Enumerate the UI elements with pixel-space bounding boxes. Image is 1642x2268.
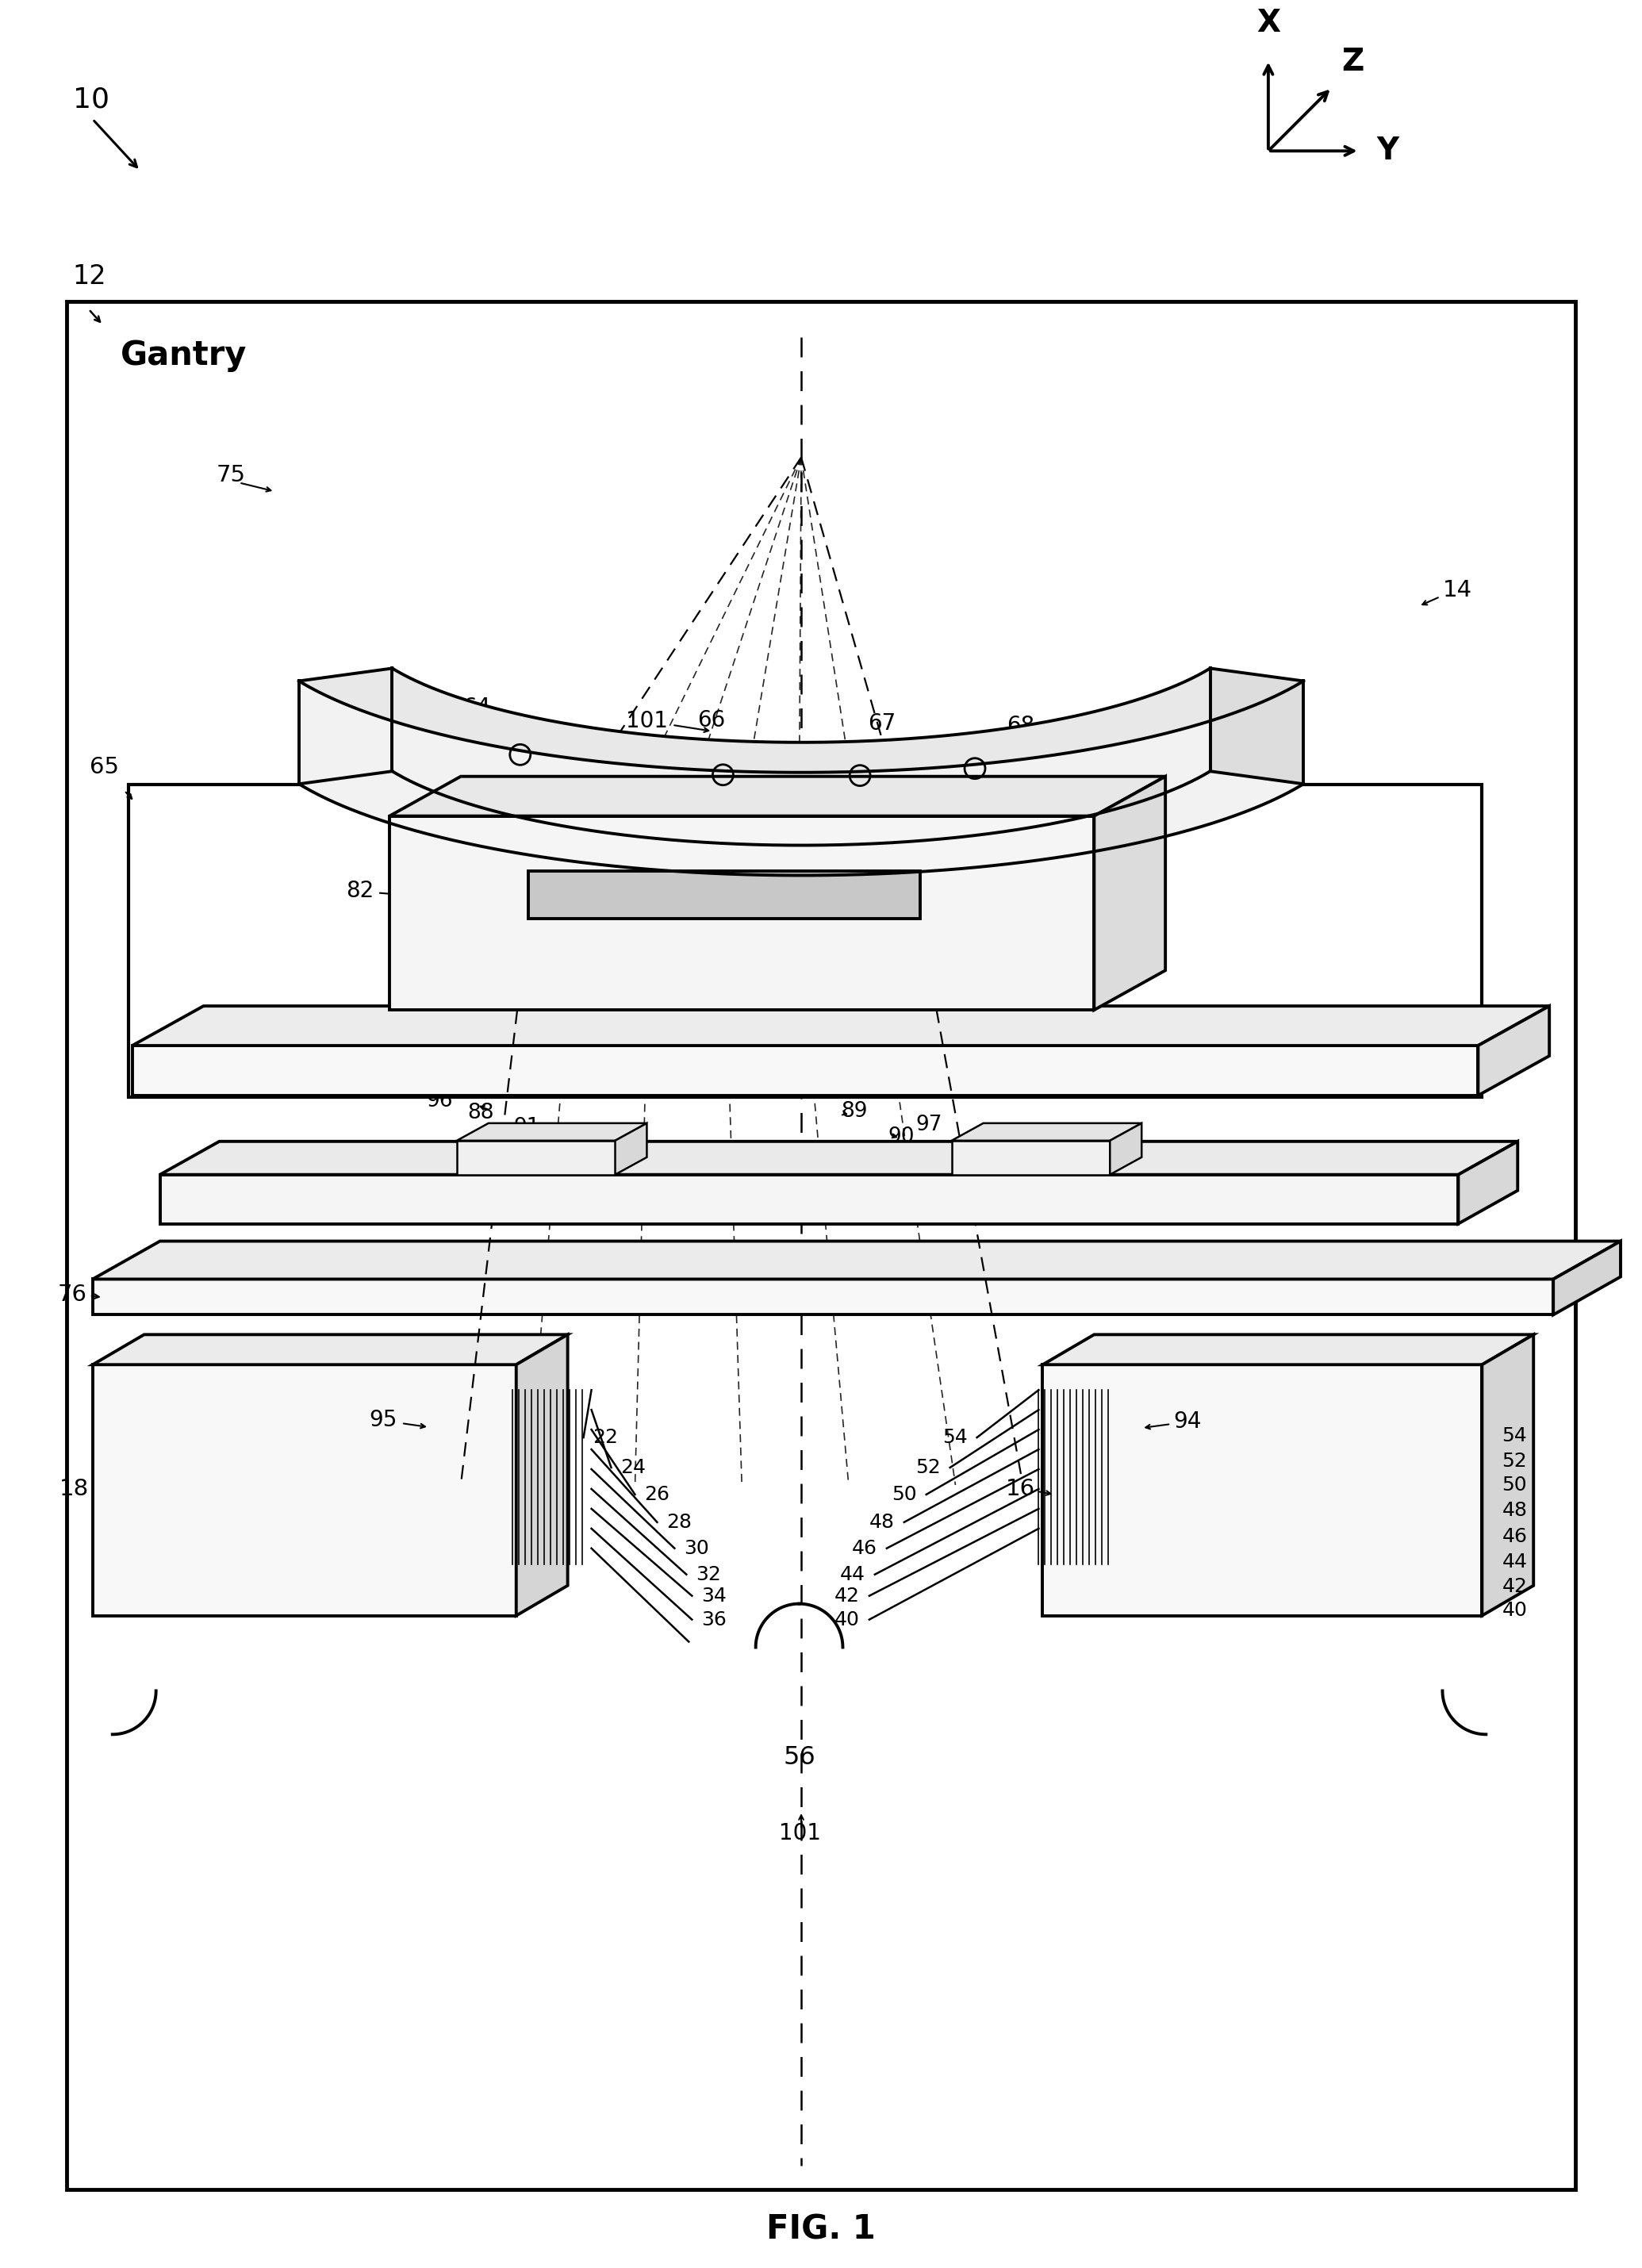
Text: 21: 21 — [1121, 1148, 1149, 1168]
Polygon shape — [1458, 1141, 1517, 1225]
Text: 36: 36 — [701, 1610, 727, 1628]
Text: 10: 10 — [72, 86, 110, 113]
Polygon shape — [299, 669, 1304, 773]
Text: 84: 84 — [900, 785, 928, 807]
Text: 96: 96 — [427, 1091, 453, 1111]
Text: 94: 94 — [1174, 1411, 1202, 1433]
Text: 98: 98 — [581, 996, 609, 1016]
Text: 105: 105 — [878, 1000, 921, 1023]
Polygon shape — [516, 1334, 568, 1615]
Text: 66: 66 — [698, 710, 726, 730]
Polygon shape — [616, 1123, 647, 1175]
Text: 54: 54 — [1502, 1427, 1527, 1445]
Text: 30: 30 — [685, 1538, 709, 1558]
Polygon shape — [1094, 776, 1166, 1009]
Polygon shape — [159, 1141, 1517, 1175]
Text: 90: 90 — [888, 1127, 915, 1148]
Text: 42: 42 — [1502, 1576, 1527, 1597]
Text: 54: 54 — [943, 1429, 967, 1447]
Text: 85: 85 — [525, 839, 553, 862]
Text: 86: 86 — [882, 839, 910, 862]
Text: 92: 92 — [479, 1129, 507, 1150]
Text: 14: 14 — [1442, 578, 1471, 601]
Polygon shape — [133, 1007, 1550, 1046]
Text: 44: 44 — [841, 1565, 865, 1583]
Text: 64: 64 — [463, 696, 491, 719]
Text: X: X — [1256, 7, 1281, 39]
Bar — [159, 1175, 1458, 1225]
Text: 28: 28 — [667, 1513, 691, 1531]
Bar — [133, 1046, 1478, 1095]
Bar — [529, 871, 920, 919]
Text: 76: 76 — [57, 1284, 87, 1306]
Text: 75: 75 — [217, 465, 246, 488]
Polygon shape — [1553, 1241, 1621, 1315]
Text: 44: 44 — [1502, 1551, 1527, 1572]
Text: 46: 46 — [852, 1538, 877, 1558]
Bar — [1043, 1365, 1483, 1615]
Text: 83: 83 — [627, 785, 655, 807]
Text: 65: 65 — [89, 755, 118, 778]
Text: 97: 97 — [916, 1114, 943, 1134]
Text: 42: 42 — [834, 1585, 860, 1606]
Text: 89: 89 — [841, 1100, 867, 1123]
Text: 22: 22 — [593, 1429, 619, 1447]
Text: 93: 93 — [975, 1139, 1002, 1159]
Text: 24: 24 — [621, 1458, 645, 1476]
Text: 52: 52 — [1502, 1452, 1527, 1470]
Text: 17: 17 — [1473, 1186, 1502, 1209]
Bar — [92, 1279, 1553, 1315]
Text: 50: 50 — [892, 1486, 916, 1504]
Text: 79: 79 — [1107, 823, 1135, 846]
Text: 56: 56 — [783, 1746, 816, 1769]
Text: 16: 16 — [1005, 1479, 1034, 1499]
Bar — [389, 816, 1094, 1009]
Text: 82: 82 — [346, 880, 374, 903]
Text: 99: 99 — [632, 753, 660, 773]
Text: 40: 40 — [1502, 1601, 1527, 1619]
Text: Z: Z — [1342, 48, 1365, 77]
Bar — [67, 302, 1575, 2189]
Text: 88: 88 — [468, 1102, 494, 1123]
Polygon shape — [92, 1334, 568, 1365]
Polygon shape — [1483, 1334, 1534, 1615]
Text: FIG. 1: FIG. 1 — [767, 2214, 875, 2245]
Text: 52: 52 — [915, 1458, 941, 1476]
Text: 26: 26 — [644, 1486, 670, 1504]
Polygon shape — [1478, 1007, 1550, 1095]
Text: 48: 48 — [1502, 1501, 1527, 1520]
Text: 20: 20 — [406, 1148, 433, 1168]
Polygon shape — [1210, 669, 1304, 785]
Text: Y: Y — [1376, 136, 1399, 166]
Text: 18: 18 — [59, 1479, 89, 1499]
Text: 32: 32 — [696, 1565, 721, 1583]
Text: 103: 103 — [870, 753, 913, 773]
Bar — [456, 1141, 616, 1175]
Polygon shape — [1043, 1334, 1534, 1365]
Text: 67: 67 — [869, 712, 897, 735]
Bar — [128, 785, 1483, 1098]
Text: 68: 68 — [1007, 714, 1034, 737]
Polygon shape — [389, 776, 1166, 816]
Text: 101: 101 — [626, 710, 668, 733]
Text: 40: 40 — [834, 1610, 860, 1628]
Text: 95: 95 — [369, 1408, 397, 1431]
Polygon shape — [952, 1123, 1141, 1141]
Polygon shape — [299, 680, 1304, 875]
Text: 12: 12 — [72, 263, 107, 290]
Text: 48: 48 — [869, 1513, 895, 1531]
Polygon shape — [456, 1123, 647, 1141]
Text: 91: 91 — [514, 1116, 540, 1139]
Polygon shape — [1110, 1123, 1141, 1175]
Text: Gantry: Gantry — [120, 338, 246, 372]
Bar — [952, 1141, 1110, 1175]
Text: 50: 50 — [1502, 1476, 1527, 1495]
Text: 80: 80 — [1489, 1050, 1519, 1073]
Bar — [92, 1365, 516, 1615]
Polygon shape — [92, 1241, 1621, 1279]
Text: 34: 34 — [701, 1585, 727, 1606]
Text: 46: 46 — [1502, 1526, 1527, 1547]
Text: 101: 101 — [778, 1821, 821, 1844]
